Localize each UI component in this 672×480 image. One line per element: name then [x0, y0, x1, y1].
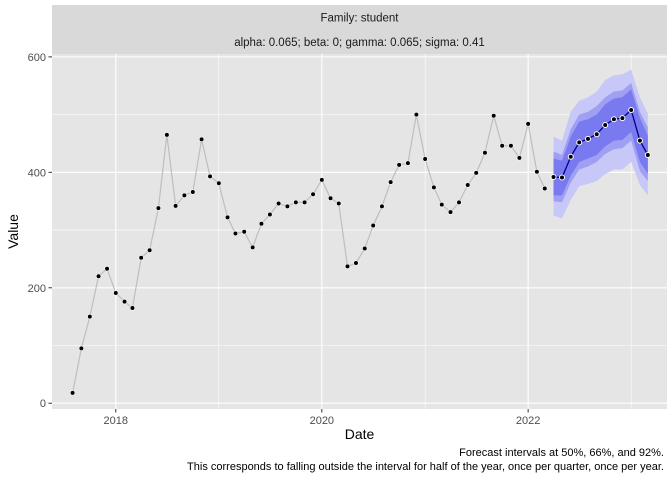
- actual-data-point: [267, 211, 273, 218]
- actual-data-point: [319, 177, 325, 183]
- x-axis: 2018 2020 2022: [104, 409, 540, 427]
- actual-data-point: [465, 182, 471, 188]
- caption-line-1: Forecast intervals at 50%, 66%, and 92%.: [459, 447, 664, 459]
- actual-data-point: [336, 200, 342, 207]
- actual-data-point: [198, 136, 205, 143]
- actual-data-point: [276, 200, 282, 207]
- actual-data-point: [258, 221, 265, 227]
- y-axis: 0 200 400 600: [28, 52, 52, 410]
- actual-data-point: [121, 299, 128, 305]
- y-tick-label: 600: [28, 52, 46, 64]
- actual-data-point: [250, 244, 256, 250]
- actual-data-point: [173, 203, 179, 209]
- y-tick-label: 0: [40, 398, 46, 410]
- actual-data-point: [207, 173, 213, 179]
- actual-data-point: [78, 345, 84, 351]
- forecast-data-point: [636, 137, 643, 144]
- actual-data-point: [344, 263, 351, 270]
- actual-data-point: [138, 255, 144, 261]
- actual-data-point: [353, 260, 359, 266]
- y-tick-label: 400: [28, 167, 46, 179]
- x-tick-label: 2018: [104, 415, 128, 427]
- actual-data-point: [491, 113, 497, 119]
- actual-data-point: [516, 155, 522, 161]
- actual-data-point: [525, 121, 531, 127]
- forecast-data-point: [628, 106, 635, 113]
- actual-data-point: [232, 230, 239, 237]
- actual-data-point: [534, 169, 540, 175]
- series-points: [70, 106, 651, 396]
- actual-data-point: [95, 273, 102, 279]
- forecast-data-point: [610, 116, 617, 123]
- facet-strip-1-label: Family: student: [321, 13, 400, 25]
- actual-data-point: [147, 247, 153, 253]
- facet-strip-1-background: [52, 5, 667, 30]
- actual-data-point: [473, 170, 479, 176]
- actual-data-point: [499, 143, 505, 149]
- actual-data-point: [431, 184, 437, 190]
- actual-data-point: [362, 245, 368, 252]
- forecast-data-point: [593, 131, 600, 138]
- actual-data-point: [508, 143, 514, 149]
- actual-data-point: [284, 203, 290, 209]
- actual-data-point: [422, 156, 428, 162]
- forecast-data-point: [602, 122, 609, 128]
- x-axis-title: Date: [345, 426, 375, 442]
- actual-series-line: [72, 113, 546, 393]
- actual-data-point: [181, 192, 187, 199]
- forecast-data-point: [550, 173, 557, 180]
- actual-data-point: [370, 222, 376, 229]
- actual-data-point: [224, 214, 231, 220]
- actual-data-point: [216, 180, 222, 186]
- x-tick-label: 2020: [310, 415, 334, 427]
- major-gridlines: [52, 54, 667, 409]
- actual-data-point: [388, 179, 394, 185]
- actual-data-point: [104, 266, 110, 272]
- facet-strip-2-label: alpha: 0.065; beta: 0; gamma: 0.065; sig…: [234, 37, 485, 49]
- actual-data-point: [327, 195, 334, 201]
- actual-data-point: [293, 199, 299, 205]
- actual-data-point: [396, 162, 402, 168]
- facet-strip-1: Family: student: [52, 5, 667, 30]
- actual-data-point: [405, 160, 411, 166]
- actual-data-point: [456, 199, 462, 205]
- actual-data-point: [413, 112, 419, 118]
- actual-data-point: [70, 390, 76, 396]
- y-tick-label: 200: [28, 283, 46, 295]
- actual-data-point: [164, 132, 170, 138]
- series-lines: [72, 108, 649, 393]
- forecast-data-point: [584, 135, 591, 142]
- actual-data-point: [482, 150, 488, 156]
- plot-panel: [52, 54, 667, 409]
- facet-strip-2-background: [52, 30, 667, 54]
- actual-data-point: [302, 199, 308, 205]
- actual-data-point: [310, 191, 316, 197]
- actual-data-point: [87, 314, 93, 320]
- actual-data-point: [439, 202, 445, 208]
- forecast-series-line: [553, 108, 649, 179]
- actual-data-point: [447, 209, 454, 215]
- forecast-data-point: [559, 174, 566, 181]
- facet-strip-2: alpha: 0.065; beta: 0; gamma: 0.065; sig…: [52, 30, 667, 54]
- actual-data-point: [190, 189, 196, 195]
- caption-line-2: This corresponds to falling outside the …: [187, 461, 664, 473]
- forecast-data-point: [644, 152, 651, 159]
- actual-data-point: [241, 229, 247, 235]
- y-axis-title: Value: [5, 214, 21, 249]
- actual-data-point: [542, 185, 548, 192]
- actual-data-point: [155, 205, 162, 211]
- forecast-data-point: [619, 115, 626, 122]
- minor-gridlines: [52, 54, 667, 409]
- forecast-data-point: [567, 153, 574, 160]
- actual-data-point: [113, 290, 119, 296]
- forecast-data-point: [576, 139, 583, 146]
- x-tick-label: 2022: [516, 415, 540, 427]
- actual-data-point: [379, 203, 385, 209]
- actual-data-point: [129, 305, 136, 311]
